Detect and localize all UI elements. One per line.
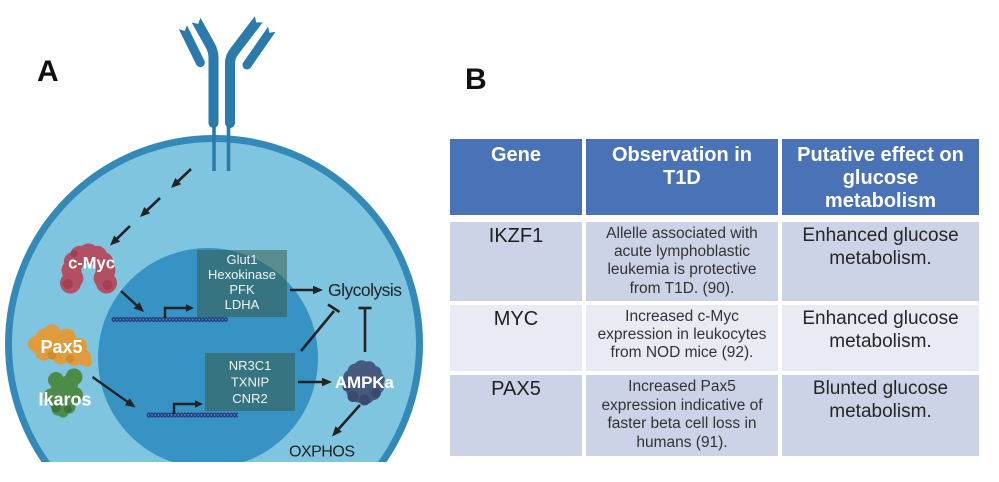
svg-text:Glut1: Glut1 [226, 252, 257, 267]
svg-text:AMPKa: AMPKa [335, 373, 395, 392]
svg-text:PFK: PFK [229, 282, 255, 297]
svg-text:OXPHOS: OXPHOS [289, 444, 355, 461]
svg-text:CNR2: CNR2 [232, 391, 267, 406]
svg-text:Pax5: Pax5 [40, 337, 82, 357]
svg-text:TXNIP: TXNIP [231, 375, 269, 390]
svg-text:c-Myc: c-Myc [68, 255, 115, 273]
svg-text:Hexokinase: Hexokinase [208, 267, 276, 282]
svg-text:LDHA: LDHA [225, 297, 260, 312]
svg-text:Ikaros: Ikaros [38, 390, 91, 410]
svg-text:Glycolysis: Glycolysis [328, 280, 402, 300]
svg-text:NR3C1: NR3C1 [229, 358, 272, 373]
